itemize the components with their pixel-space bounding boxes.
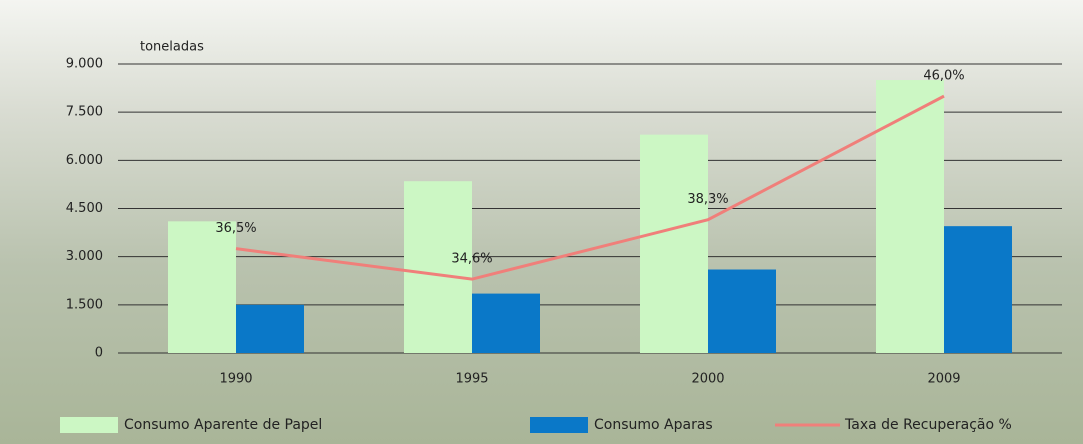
y-tick-label: 9.000 (66, 57, 103, 72)
bar (168, 221, 236, 353)
x-tick-label: 1995 (455, 372, 488, 387)
bar (236, 304, 304, 353)
y-tick-label: 6.000 (66, 153, 103, 168)
bar (876, 80, 944, 354)
axis-label: toneladas (140, 40, 204, 55)
data-label: 34,6% (451, 252, 492, 267)
y-tick-label: 4.500 (66, 201, 103, 216)
x-tick-label: 2000 (691, 372, 724, 387)
y-tick-label: 1.500 (66, 297, 103, 312)
y-tick-label: 0 (95, 346, 103, 361)
data-label: 46,0% (923, 69, 964, 84)
legend-swatch (60, 417, 118, 433)
legend-label: Consumo Aparas (594, 417, 713, 433)
bar (944, 226, 1012, 353)
x-tick-label: 1990 (219, 372, 252, 387)
legend-label: Consumo Aparente de Papel (124, 417, 322, 433)
y-tick-label: 7.500 (66, 105, 103, 120)
bar (404, 181, 472, 353)
bar (640, 134, 708, 353)
data-label: 36,5% (215, 221, 256, 236)
bar (708, 269, 776, 353)
x-tick-label: 2009 (927, 372, 960, 387)
line (235, 94, 945, 281)
legend-swatch (530, 417, 588, 433)
legend-label: Taxa de Recuperação % (844, 417, 1012, 433)
y-tick-label: 3.000 (66, 249, 103, 264)
bar (472, 293, 540, 353)
data-label: 38,3% (687, 192, 728, 207)
